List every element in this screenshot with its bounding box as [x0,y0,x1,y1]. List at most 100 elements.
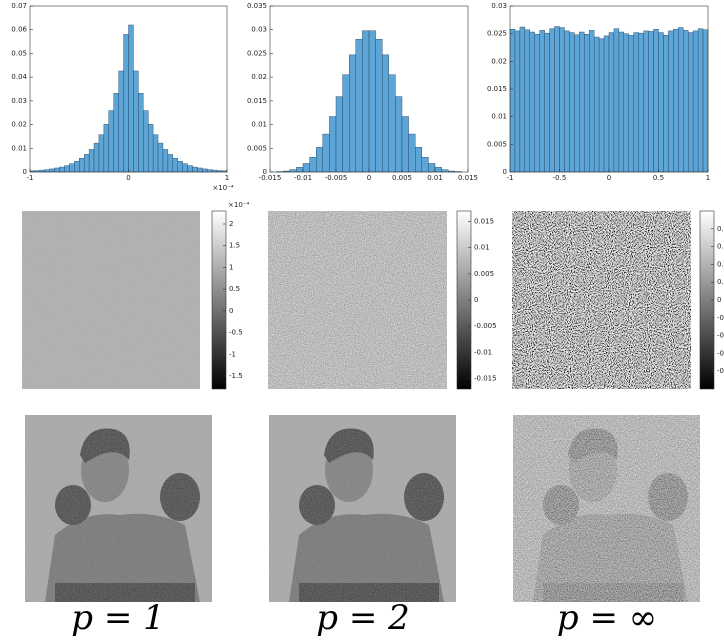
bar [519,26,526,173]
bar [83,154,90,173]
bar [401,116,409,173]
bar [692,30,699,173]
colorbar-tick-label: -0.5 [229,329,243,337]
y-tick-label: 0.07 [11,2,27,10]
bar [628,35,634,173]
bar [539,30,545,173]
colorbar-tick-label: -1 [229,350,236,358]
bar [54,167,60,173]
bar [49,168,55,173]
photo [269,415,456,602]
x-tick-label: 0 [126,174,130,182]
bar [544,32,550,173]
bar [648,31,654,173]
bar [322,133,330,173]
y-tick-label: 0.025 [247,49,267,57]
bar [663,35,669,173]
colorbar-tick-label: 0.015 [474,217,494,225]
bar [123,34,129,173]
bar [668,30,674,173]
bar [202,168,208,173]
bar [564,30,570,173]
colorbar-tick-label: -0.6 [717,349,724,357]
bar [683,30,689,173]
bar [529,31,535,173]
colorbar [211,210,227,390]
colorbar-tick-label: 1.5 [229,242,240,250]
bar [613,28,620,173]
y-tick-label: 0 [23,168,27,176]
bar [584,34,590,173]
bar [388,74,396,173]
colorbar-tick-label: -0.005 [474,322,497,330]
bar [618,31,625,173]
colorbar-tick-label: 0 [474,296,478,304]
bar [593,36,600,173]
bar [603,35,610,173]
bar [177,161,183,173]
y-tick-label: 0.02 [11,121,27,129]
bar [608,32,615,173]
bar [434,167,442,173]
y-tick-label: 0.05 [11,49,27,57]
bar [678,27,684,173]
y-tick-label: 0 [503,168,507,176]
colorbar-tick-label: -1.5 [229,372,243,380]
bar [69,163,75,173]
photo [513,415,700,602]
bar [638,32,644,173]
bar [197,167,203,173]
bar [167,154,174,173]
bar [74,161,80,173]
caption: p = ∞ [557,598,657,638]
colorbar-tick-label: -0.4 [717,332,724,340]
y-tick-label: 0.03 [251,26,267,34]
colorbar-tick-label: -0.2 [717,314,724,322]
bar [514,30,521,173]
bar [108,110,114,173]
colorbar-tick-label: 2 [229,220,233,228]
x-tick-label: -0.5 [553,174,567,182]
colorbar-tick-label: -0.01 [474,348,492,356]
colorbar-tick-label: -0.8 [717,367,724,375]
bar [643,30,649,173]
y-tick-label: 0 [263,168,267,176]
y-tick-label: 0.005 [247,144,267,152]
bar [302,163,310,173]
bar [93,142,100,173]
bar [64,165,70,173]
x-tick-label: 0 [607,174,611,182]
y-tick-label: 0.015 [487,85,507,93]
bar [428,163,436,173]
caption: p = 2 [316,598,410,638]
bar [375,39,383,173]
bar [633,32,639,173]
bar [329,116,337,173]
bar [157,142,164,173]
bar [296,167,304,173]
x-tick-label: 0.5 [653,174,664,182]
bar [88,149,95,173]
bar [79,158,85,173]
x-tick-label: 0.01 [427,174,443,182]
bar [187,165,193,173]
colorbar-tick-label: 0.2 [717,278,724,286]
colorbar-tick-label: -0.015 [474,375,497,383]
bar [589,30,595,173]
y-tick-label: 0.01 [11,144,27,152]
bar [113,93,119,173]
bar [59,166,65,173]
y-tick-label: 0.06 [11,26,27,34]
bar [702,29,709,173]
bar [673,29,679,173]
bar [534,34,540,173]
bar [103,124,110,173]
colorbar-exponent: ×10⁻⁴ [228,201,249,209]
bar [98,134,105,173]
bar [598,38,605,173]
bar [138,93,144,173]
y-tick-label: 0.025 [487,30,507,38]
photos [25,415,700,602]
photo [25,415,212,602]
